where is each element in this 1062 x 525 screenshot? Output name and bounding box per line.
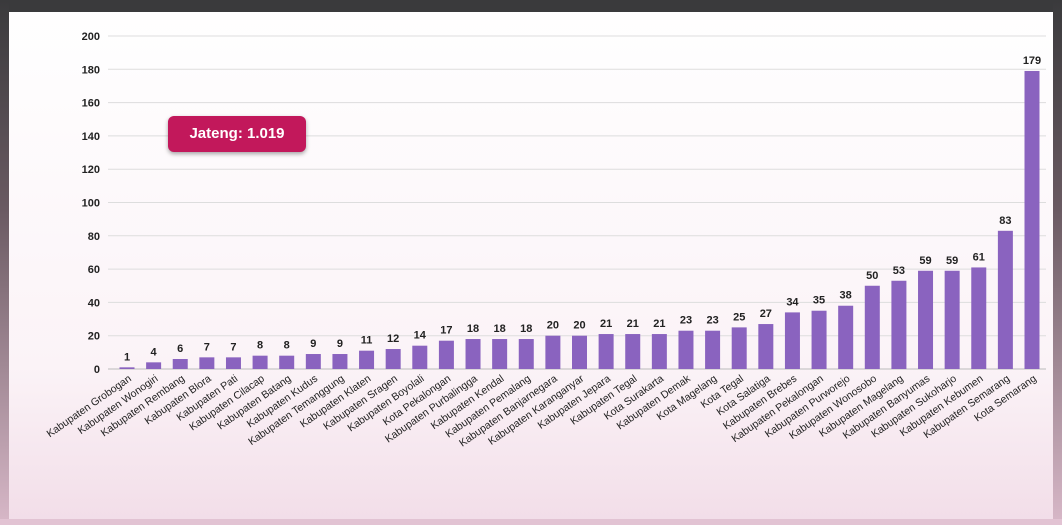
y-tick-label: 120 bbox=[82, 164, 100, 176]
bar-8 bbox=[305, 354, 321, 369]
bar-34 bbox=[997, 230, 1013, 369]
bar-16 bbox=[518, 339, 534, 369]
bar-value-label: 23 bbox=[706, 315, 718, 327]
bar-25 bbox=[758, 324, 774, 369]
bar-value-label: 21 bbox=[627, 318, 639, 330]
bar-value-label: 9 bbox=[310, 338, 316, 350]
bar-value-label: 18 bbox=[494, 323, 506, 335]
bar-value-label: 18 bbox=[520, 323, 532, 335]
bar-33 bbox=[971, 267, 987, 369]
y-axis-ticks: 0 20 40 60 80 100 120 140 160 180 200 bbox=[82, 31, 100, 376]
bar-10 bbox=[359, 350, 375, 369]
bar-24 bbox=[731, 327, 747, 369]
bar-26 bbox=[784, 312, 800, 369]
frame-right-bar bbox=[1053, 0, 1062, 525]
bar-value-label: 11 bbox=[361, 335, 373, 347]
bar-20 bbox=[625, 334, 641, 369]
bar-11 bbox=[385, 349, 401, 369]
bar-value-label: 9 bbox=[337, 338, 343, 350]
bar-value-label: 61 bbox=[973, 251, 985, 263]
bar-value-label: 21 bbox=[600, 318, 612, 330]
bar-27 bbox=[811, 310, 827, 369]
bar-31 bbox=[918, 270, 934, 369]
bar-value-label: 59 bbox=[919, 255, 931, 267]
bar-value-label: 25 bbox=[733, 311, 745, 323]
bar-15 bbox=[492, 339, 508, 369]
bar-23 bbox=[705, 330, 721, 369]
bar-value-label: 18 bbox=[467, 323, 479, 335]
bar-value-label: 27 bbox=[760, 308, 772, 320]
bar-2 bbox=[146, 362, 162, 369]
bar-value-label: 179 bbox=[1023, 55, 1041, 67]
bar-13 bbox=[438, 340, 454, 369]
y-tick-label: 20 bbox=[88, 331, 100, 343]
bar-17 bbox=[545, 335, 561, 369]
bar-value-label: 53 bbox=[893, 265, 905, 277]
frame-top-bar bbox=[0, 0, 1062, 12]
y-tick-label: 0 bbox=[94, 364, 100, 376]
bar-value-label: 12 bbox=[387, 333, 399, 345]
bar-value-label: 83 bbox=[999, 215, 1011, 227]
bar-value-label: 6 bbox=[177, 343, 183, 355]
bar-value-label: 7 bbox=[230, 341, 236, 353]
bar-value-label: 8 bbox=[284, 340, 290, 352]
frame-left-bar bbox=[0, 0, 9, 525]
bar-12 bbox=[412, 345, 428, 369]
bar-4 bbox=[199, 357, 215, 369]
bar-value-label: 1 bbox=[124, 351, 130, 363]
bar-32 bbox=[944, 270, 960, 369]
y-tick-label: 180 bbox=[82, 64, 100, 76]
y-tick-label: 140 bbox=[82, 131, 100, 143]
bar-value-label: 20 bbox=[547, 320, 559, 332]
bar-value-label: 4 bbox=[151, 346, 158, 358]
bar-18 bbox=[572, 335, 587, 369]
value-labels-layer: 1 4 6 7 7 8 8 9 9 11 12 14 17 18 18 18 20 20 21 21 21 23 23 25 2… bbox=[124, 55, 1041, 363]
bar-value-label: 7 bbox=[204, 341, 210, 353]
bar-7 bbox=[279, 355, 295, 369]
bar-value-label: 35 bbox=[813, 295, 825, 307]
bar-30 bbox=[891, 280, 907, 369]
bar-value-label: 59 bbox=[946, 255, 958, 267]
bar-value-label: 21 bbox=[653, 318, 665, 330]
bar-28 bbox=[838, 305, 854, 369]
bar-29 bbox=[864, 285, 880, 369]
bar-35 bbox=[1024, 70, 1040, 369]
bar-3 bbox=[172, 359, 188, 369]
bar-value-label: 34 bbox=[786, 296, 799, 308]
total-callout-badge: Jateng: 1.019 bbox=[168, 116, 306, 152]
bar-value-label: 17 bbox=[440, 325, 452, 337]
bar-value-label: 23 bbox=[680, 315, 692, 327]
bar-21 bbox=[651, 334, 667, 369]
y-tick-label: 80 bbox=[88, 231, 100, 243]
y-tick-label: 100 bbox=[82, 198, 100, 210]
y-tick-label: 200 bbox=[82, 31, 100, 43]
bar-5 bbox=[225, 357, 241, 369]
bar-1 bbox=[119, 367, 135, 369]
bar-value-label: 14 bbox=[414, 330, 427, 342]
bar-14 bbox=[465, 339, 481, 369]
bar-6 bbox=[252, 355, 268, 369]
bar-value-label: 20 bbox=[573, 320, 585, 332]
bar-9 bbox=[332, 354, 348, 369]
y-tick-label: 60 bbox=[88, 264, 100, 276]
bar-value-label: 8 bbox=[257, 340, 263, 352]
y-tick-label: 160 bbox=[82, 98, 100, 110]
bar-22 bbox=[678, 330, 694, 369]
bar-value-label: 50 bbox=[866, 270, 878, 282]
bars-layer bbox=[119, 70, 1040, 369]
bar-value-label: 38 bbox=[840, 290, 852, 302]
bar-19 bbox=[598, 334, 614, 369]
y-tick-label: 40 bbox=[88, 297, 100, 309]
frame-bottom-bar bbox=[0, 519, 1062, 525]
